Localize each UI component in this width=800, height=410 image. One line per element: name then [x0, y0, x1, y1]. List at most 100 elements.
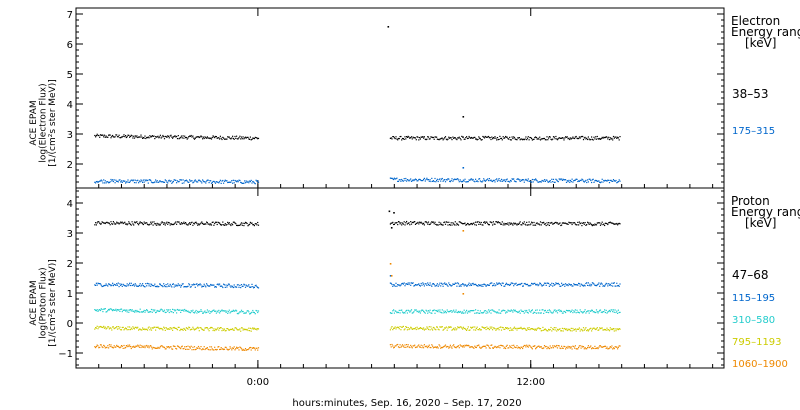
- data-point: [466, 309, 468, 311]
- data-point: [457, 326, 460, 329]
- data-point: [216, 328, 218, 330]
- data-point: [592, 139, 594, 141]
- data-point: [256, 137, 258, 139]
- data-point: [196, 312, 198, 314]
- data-point: [569, 222, 572, 224]
- data-point: [618, 222, 620, 224]
- data-point: [438, 329, 440, 331]
- data-point: [470, 310, 473, 312]
- data-point: [106, 327, 108, 329]
- data-point: [108, 181, 110, 184]
- data-point: [601, 136, 603, 138]
- data-point: [453, 283, 456, 285]
- data-point: [163, 309, 166, 311]
- data-point: [99, 326, 101, 328]
- data-point: [522, 328, 524, 330]
- data-point: [219, 223, 221, 225]
- data-point: [469, 346, 471, 349]
- data-point: [241, 285, 243, 287]
- data-point: [399, 326, 401, 328]
- data-point: [493, 137, 495, 139]
- data-point: [466, 136, 468, 138]
- data-point: [614, 328, 616, 330]
- data-point: [432, 283, 434, 285]
- data-point: [490, 282, 492, 284]
- data-point: [478, 329, 480, 331]
- data-point: [472, 346, 474, 349]
- data-point: [565, 284, 568, 286]
- data-point: [396, 344, 398, 346]
- data-point: [513, 327, 515, 329]
- data-point: [529, 224, 531, 226]
- data-point: [397, 137, 400, 140]
- data-point: [425, 309, 427, 311]
- data-point: [118, 346, 120, 348]
- data-point: [543, 312, 545, 314]
- data-point: [576, 328, 578, 330]
- data-point: [181, 309, 183, 311]
- data-point: [574, 309, 576, 311]
- data-point: [180, 328, 182, 330]
- data-point: [216, 137, 218, 139]
- data-point: [440, 223, 443, 226]
- data-point: [485, 312, 487, 314]
- data-point: [109, 345, 111, 348]
- data-point: [104, 136, 106, 138]
- data-point: [551, 312, 553, 314]
- data-point: [428, 223, 430, 226]
- data-point: [129, 284, 131, 287]
- data-point: [97, 345, 99, 347]
- data-point: [105, 311, 107, 313]
- data-point: [124, 136, 126, 138]
- data-point: [98, 326, 100, 328]
- data-point: [552, 312, 554, 314]
- data-point: [546, 179, 548, 181]
- data-point: [497, 312, 499, 314]
- data-point: [452, 310, 454, 312]
- data-point: [458, 136, 460, 138]
- data-point: [599, 285, 601, 287]
- data-point: [393, 309, 395, 311]
- data-point: [216, 223, 218, 226]
- data-point: [121, 285, 123, 287]
- data-point: [249, 221, 251, 223]
- data-point: [497, 346, 499, 348]
- data-point: [584, 285, 586, 287]
- data-points: [94, 26, 621, 351]
- data-point: [237, 138, 239, 140]
- data-point: [536, 309, 538, 311]
- data-point: [121, 181, 123, 183]
- data-point: [176, 328, 178, 330]
- data-point: [478, 344, 480, 346]
- data-point: [405, 283, 407, 285]
- data-point: [519, 312, 521, 314]
- data-point: [559, 310, 561, 313]
- legend-title-line: Energy range: [731, 205, 800, 219]
- data-point: [150, 136, 152, 138]
- data-point: [436, 178, 438, 180]
- data-point: [518, 222, 520, 224]
- data-point: [554, 181, 556, 183]
- data-point: [561, 282, 563, 284]
- data-point: [420, 282, 422, 285]
- data-point: [124, 221, 126, 223]
- data-point: [185, 180, 187, 182]
- data-point: [457, 179, 460, 181]
- data-point: [148, 285, 150, 287]
- data-point: [443, 221, 445, 224]
- data-point: [464, 178, 466, 180]
- data-point: [481, 181, 483, 183]
- data-point: [159, 224, 161, 226]
- data-point: [487, 312, 489, 314]
- data-point: [408, 328, 410, 331]
- data-point: [582, 327, 585, 329]
- data-point: [419, 221, 421, 223]
- data-point: [498, 178, 500, 180]
- data-point: [211, 284, 213, 286]
- data-point: [568, 221, 570, 223]
- data-point: [257, 138, 259, 140]
- data-point: [511, 282, 513, 284]
- data-point: [193, 346, 196, 348]
- data-point: [224, 330, 226, 332]
- data-point: [402, 283, 404, 285]
